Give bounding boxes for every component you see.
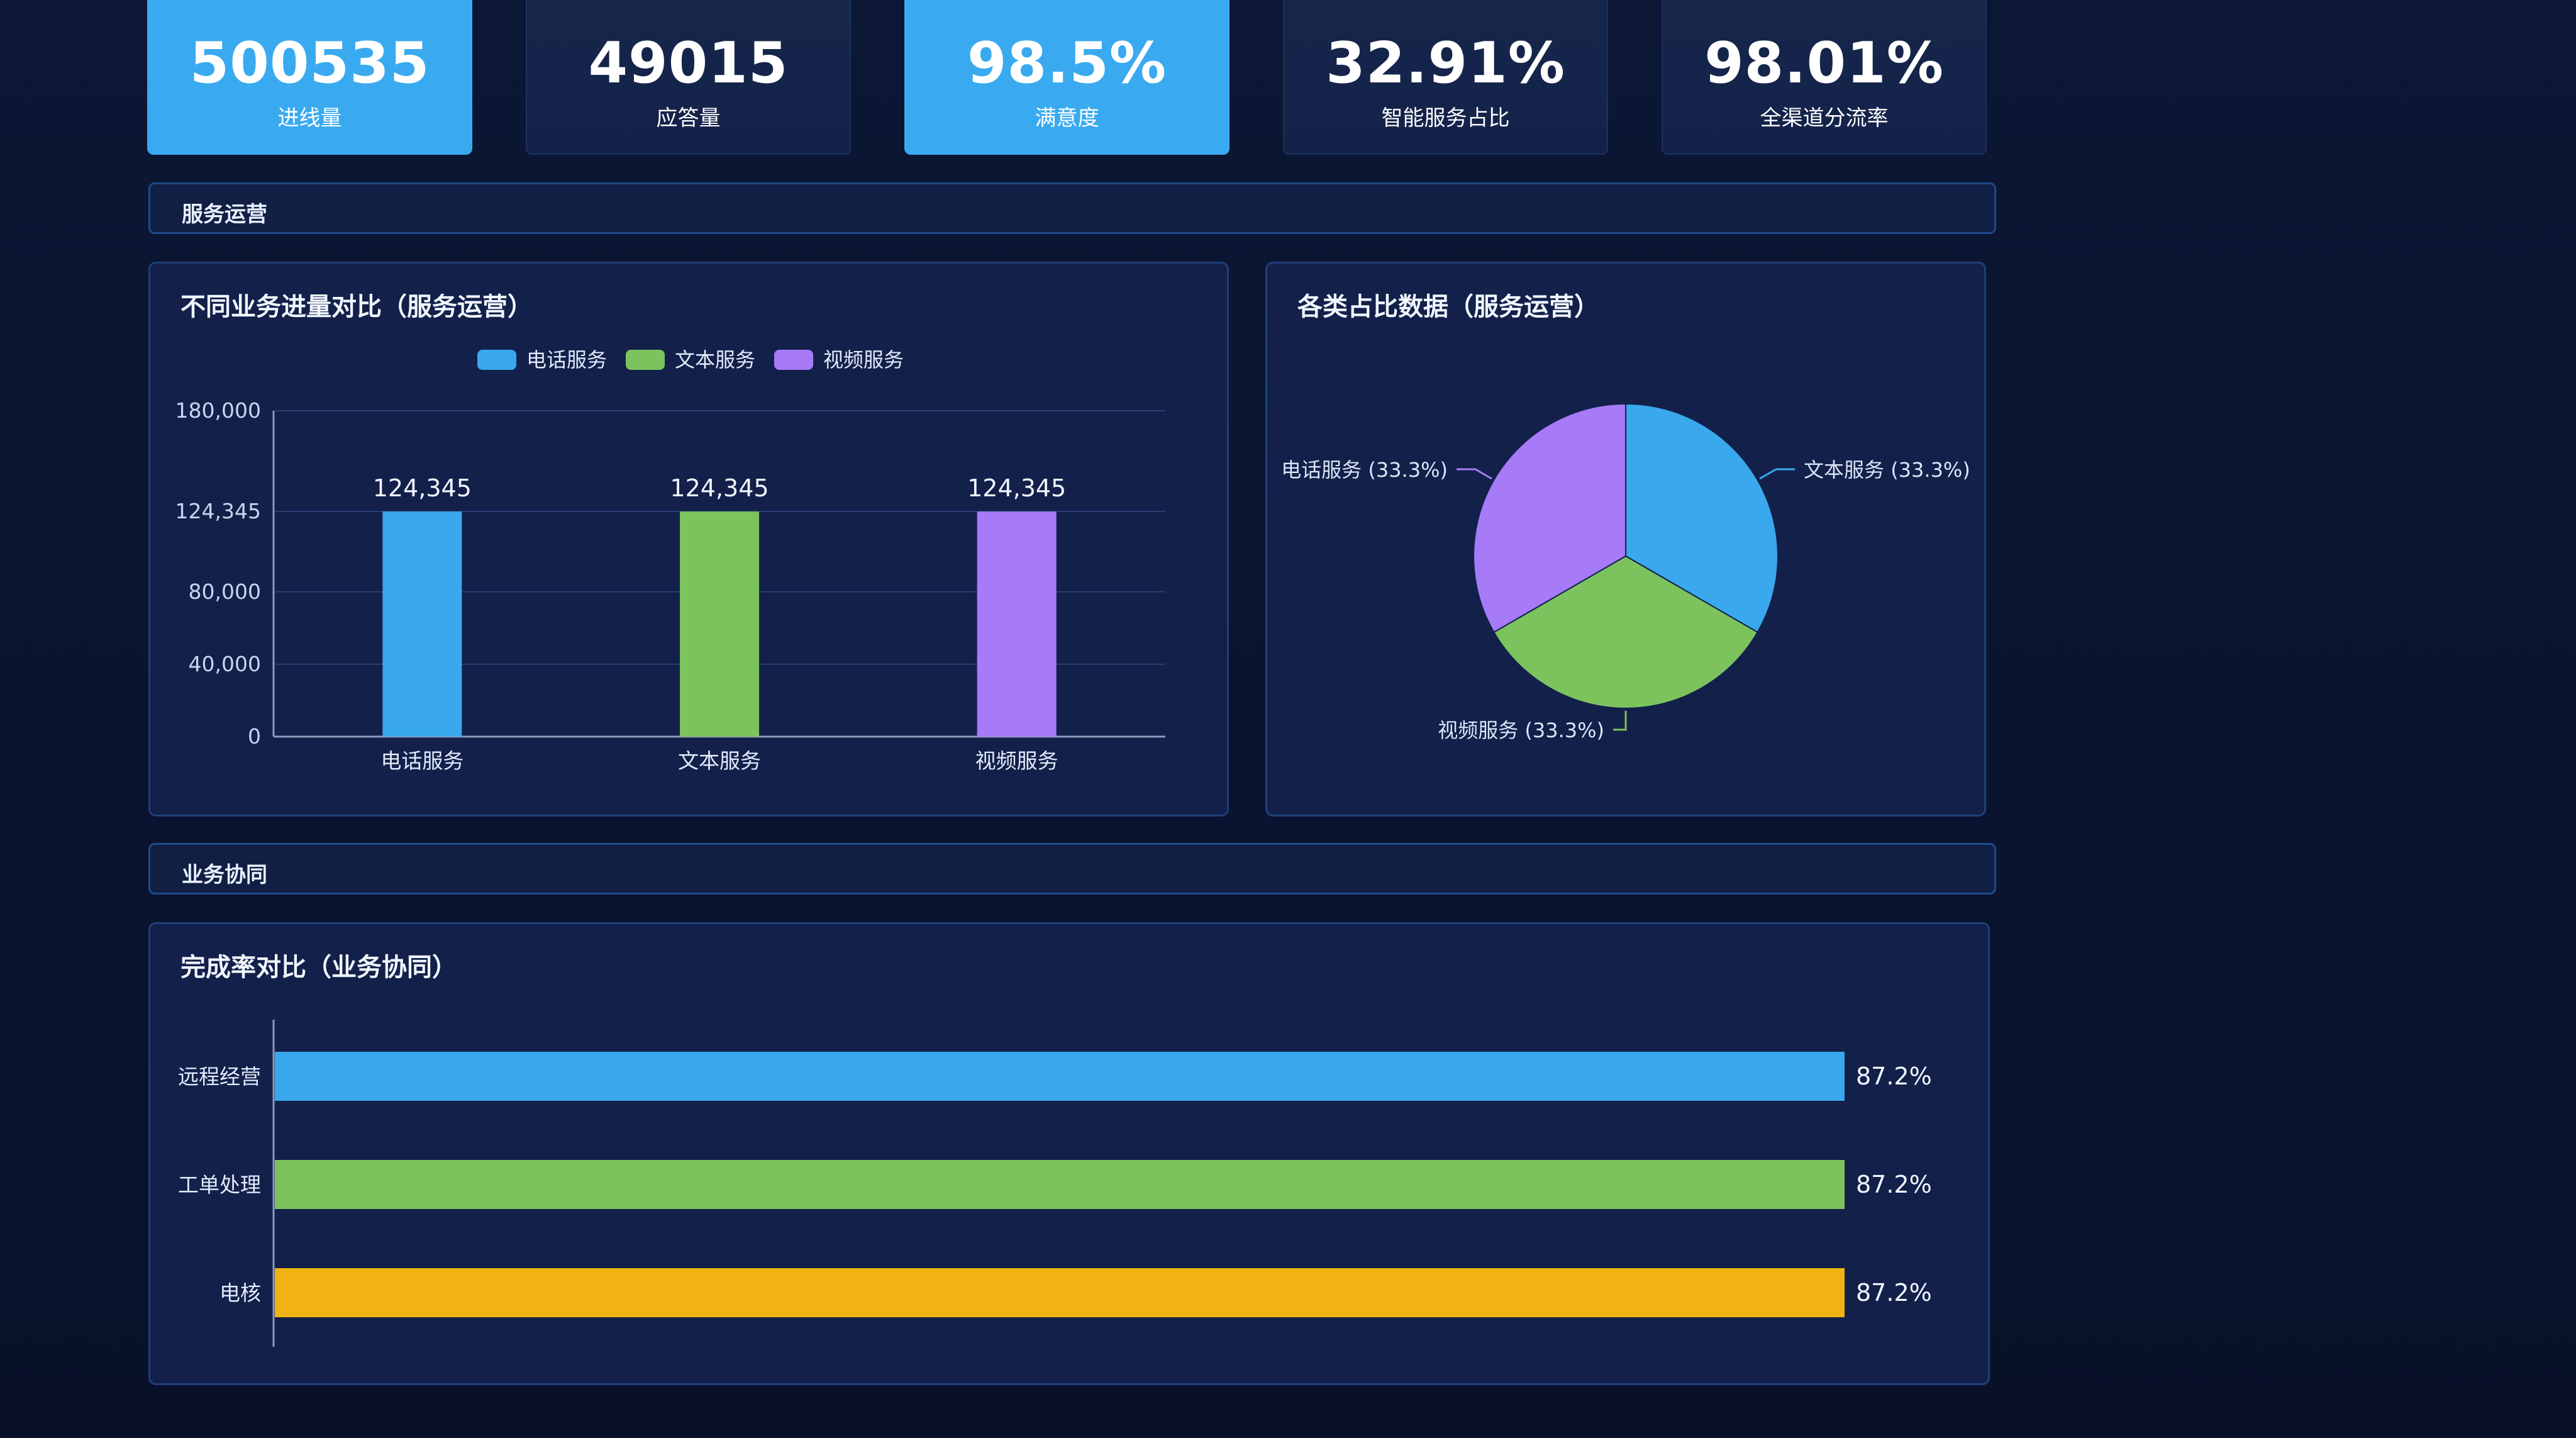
section-title: 服务运营: [182, 202, 267, 227]
bar-data-label: 124,345: [670, 474, 769, 502]
section-header-service-ops: 服务运营: [148, 182, 1996, 234]
legend-label: 电话服务: [526, 348, 607, 372]
kpi-value: 500535: [189, 30, 430, 96]
y-tick-label: 124,345: [175, 499, 261, 523]
kpi-card-inbound: 500535 进线量: [147, 0, 472, 155]
y-tick-label: 80,000: [189, 579, 261, 604]
kpi-card-answered: 49015 应答量: [526, 0, 851, 155]
y-tick-label: 0: [248, 724, 261, 749]
pie-slice: [1625, 403, 1779, 633]
pie-slice-label: 电话服务 (33.3%): [1281, 458, 1448, 482]
legend-swatch: [626, 350, 665, 370]
x-tick-label: 文本服务: [678, 749, 761, 773]
bar: [275, 1052, 1845, 1101]
bar-data-label: 87.2%: [1856, 1279, 1932, 1307]
section-title: 业务协同: [182, 862, 267, 888]
pie-chart: 文本服务 (33.3%) 视频服务 (33.3%) 电话服务 (33.3%): [1281, 403, 1970, 742]
y-category-label: 电核: [219, 1281, 261, 1305]
pie-slice-label: 文本服务 (33.3%): [1804, 458, 1970, 482]
kpi-card-satisfaction: 98.5% 满意度: [904, 0, 1230, 155]
legend-label: 视频服务: [823, 348, 904, 372]
pie-slice-label: 视频服务 (33.3%): [1438, 718, 1604, 742]
kpi-label: 智能服务占比: [1381, 106, 1510, 131]
section-header-biz-collab: 业务协同: [148, 843, 1996, 895]
bar: [275, 1160, 1845, 1209]
bar-data-label: 87.2%: [1856, 1062, 1932, 1090]
y-tick-label: 40,000: [189, 652, 261, 676]
kpi-label: 满意度: [1035, 106, 1099, 131]
bar: [977, 511, 1057, 737]
kpi-value: 98.01%: [1704, 30, 1944, 96]
bar-data-label: 87.2%: [1856, 1171, 1932, 1198]
bar-data-label: 124,345: [967, 474, 1066, 502]
kpi-label: 全渠道分流率: [1760, 106, 1889, 131]
y-tick-label: 180,000: [175, 398, 261, 423]
bar-chart-panel: 不同业务进量对比（服务运营） 电话服务 文本服务 视频服务 0 40,000 80,000…: [148, 262, 1229, 817]
kpi-value: 32.91%: [1326, 30, 1565, 96]
panel-title: 完成率对比（业务协同）: [180, 953, 457, 982]
kpi-value: 49015: [588, 30, 789, 96]
pie-slice: [1473, 403, 1626, 633]
pie-slice: [1493, 555, 1758, 709]
y-category-label: 远程经营: [178, 1064, 261, 1089]
kpi-value: 98.5%: [967, 30, 1167, 96]
kpi-label: 进线量: [277, 106, 342, 131]
legend-swatch: [774, 350, 813, 370]
pie-leader-line: [1759, 468, 1796, 480]
pie-leader-line: [1613, 711, 1627, 731]
bar: [680, 511, 759, 737]
bar: [382, 511, 462, 737]
kpi-card-diversion-rate: 98.01% 全渠道分流率: [1662, 0, 1987, 155]
bar-chart: 电话服务 文本服务 视频服务040,00080,000124,345180,0001…: [175, 348, 1165, 773]
panel-title: 不同业务进量对比（服务运营）: [180, 293, 533, 321]
completion-rate-chart: 远程经营 87.2% 工单处理 87.2% 电核 87.2%: [178, 1020, 1932, 1347]
y-category-label: 工单处理: [178, 1173, 261, 1197]
kpi-row: 500535 进线量 49015 应答量 98.5% 满意度 32.91% 智能…: [147, 0, 1987, 155]
kpi-label: 应答量: [656, 106, 721, 131]
completion-rate-panel: 完成率对比（业务协同） 远程经营 87.2% 工单处理 87.2% 电核 87.2%: [148, 922, 1990, 1385]
panel-title: 各类占比数据（服务运营）: [1297, 293, 1599, 321]
legend-label: 文本服务: [675, 348, 755, 372]
x-tick-label: 电话服务: [380, 749, 464, 773]
pie-chart-panel: 各类占比数据（服务运营） 文本服务 (33.3%) 视频服务 (33.3%) 电话服…: [1265, 262, 1986, 817]
x-tick-label: 视频服务: [975, 749, 1058, 773]
legend-swatch: [477, 350, 516, 370]
kpi-card-smart-service-ratio: 32.91% 智能服务占比: [1283, 0, 1608, 155]
pie-leader-line: [1456, 468, 1492, 480]
bar-data-label: 124,345: [373, 474, 472, 502]
bar: [275, 1268, 1845, 1317]
